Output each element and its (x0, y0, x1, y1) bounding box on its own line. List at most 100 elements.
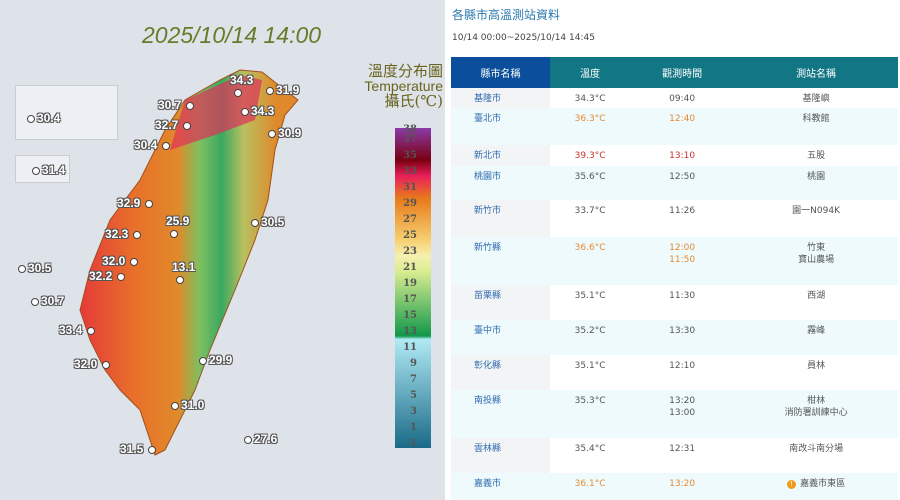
time-range: 10/14 00:00~2025/10/14 14:45 (452, 33, 595, 43)
legend-title: 溫度分布圖 Temperature 攝氏(℃) (345, 64, 443, 109)
temp-value: 36.3°C (574, 114, 606, 124)
station-marker (251, 219, 259, 227)
legend-tick: 15 (403, 310, 417, 321)
station-temp-label: 32.2 (89, 269, 113, 283)
legend-tick: 25 (403, 230, 417, 241)
county-link[interactable]: 桃園市 (474, 172, 502, 182)
station-name: 基隆嶼 (802, 94, 830, 104)
station-marker (87, 327, 95, 335)
table-row: 南投縣 35.3°C 13:20 13:00 柑林 消防署訓練中心 (451, 390, 898, 438)
station-temp-label: 32.3 (105, 227, 129, 241)
station-marker (102, 361, 110, 369)
legend-tick: 21 (403, 262, 417, 273)
temp-value: 35.1°C (574, 361, 606, 371)
station-name: 五股 (807, 151, 826, 161)
station-name: 嘉義市東區 (800, 479, 846, 489)
legend-title-zh: 溫度分布圖 (367, 62, 443, 80)
station-marker (162, 142, 170, 150)
station-temp-label: 31.0 (181, 398, 205, 412)
station-marker (268, 130, 276, 138)
station-name: 園一N094K (792, 206, 840, 216)
table-row: 新北市 39.3°C 13:10 五股 (451, 145, 898, 166)
legend-tick: -1 (405, 438, 417, 449)
obs-time-2: 13:00 (669, 408, 696, 418)
obs-time: 12:00 (669, 243, 696, 253)
obs-time: 13:30 (669, 326, 696, 336)
table-row: 彰化縣 35.1°C 12:10 員林 (451, 355, 898, 390)
legend-tick: 13 (403, 326, 417, 337)
station-temp-label: 34.3 (251, 104, 275, 118)
color-scale-bar (395, 128, 431, 448)
obs-time-2: 11:50 (669, 255, 696, 265)
temp-value: 36.6°C (574, 243, 606, 253)
header-station: 測站名稱 (734, 57, 898, 88)
obs-time: 13:20 (669, 479, 696, 489)
county-link[interactable]: 苗栗縣 (474, 291, 502, 301)
temp-value: 34.3°C (574, 94, 606, 104)
station-temp-label: 30.5 (261, 215, 285, 229)
obs-time: 12:40 (669, 114, 696, 124)
station-temp-label: 30.7 (41, 294, 65, 308)
station-marker (133, 231, 141, 239)
station-name: 柑林 (807, 396, 826, 406)
station-temp-label: 32.9 (117, 196, 141, 210)
map-timestamp: 2025/10/14 14:00 (142, 22, 322, 48)
county-link[interactable]: 南投縣 (474, 396, 502, 406)
station-marker (176, 276, 184, 284)
station-marker (199, 357, 207, 365)
legend-tick: 38 (403, 124, 417, 135)
station-temp-label: 27.6 (254, 432, 278, 446)
legend-tick: 9 (410, 358, 417, 369)
station-marker (130, 258, 138, 266)
station-name: 員林 (807, 361, 826, 371)
obs-time: 13:10 (669, 151, 696, 161)
legend-tick: 29 (403, 198, 417, 209)
legend-tick: 5 (410, 390, 417, 401)
station-marker (244, 436, 252, 444)
county-link[interactable]: 新竹縣 (474, 243, 502, 253)
warning-icon: ! (787, 480, 797, 489)
station-name: 科教館 (802, 114, 830, 124)
station-name: 霧峰 (807, 326, 826, 336)
station-marker (148, 446, 156, 454)
temp-value: 35.2°C (574, 326, 606, 336)
station-name: 桃園 (807, 172, 826, 182)
station-temp-label: 34.3 (230, 73, 254, 87)
county-link[interactable]: 嘉義市 (474, 479, 502, 489)
table-row: 苗栗縣 35.1°C 11:30 西湖 (451, 285, 898, 320)
county-link[interactable]: 雲林縣 (474, 444, 502, 454)
station-name: 西湖 (807, 291, 826, 301)
station-temp-label: 30.4 (134, 138, 158, 152)
county-link[interactable]: 新竹市 (474, 206, 502, 216)
station-marker (171, 402, 179, 410)
county-link[interactable]: 臺北市 (474, 114, 502, 124)
county-link[interactable]: 彰化縣 (474, 361, 502, 371)
station-name: 竹東 (807, 243, 826, 253)
high-temp-table: 縣市名稱 溫度 觀測時間 測站名稱 基隆市 34.3°C 09:40 基隆嶼 臺北… (451, 57, 898, 500)
taiwan-map-graphic (79, 69, 431, 456)
panel-title: 各縣市高溫測站資料 (452, 8, 561, 22)
station-marker (117, 273, 125, 281)
temp-value: 35.3°C (574, 396, 606, 406)
legend-unit: 攝氏(℃) (384, 92, 443, 110)
county-link[interactable]: 新北市 (474, 151, 502, 161)
legend-tick: 27 (403, 214, 417, 225)
legend-tick: 31 (403, 182, 417, 193)
obs-time: 09:40 (669, 94, 696, 104)
temp-value: 35.4°C (574, 444, 606, 454)
station-temp-label: 32.0 (102, 254, 126, 268)
table-row: 臺北市 36.3°C 12:40 科教館 (451, 108, 898, 145)
table-row: 新竹市 33.7°C 11:26 園一N094K (451, 200, 898, 237)
table-row: 基隆市 34.3°C 09:40 基隆嶼 (451, 88, 898, 108)
station-marker (32, 167, 40, 175)
table-row: 新竹縣 36.6°C 12:00 11:50 竹東 寶山農場 (451, 237, 898, 285)
station-temp-label: 13.1 (172, 260, 196, 274)
legend-tick: 3 (410, 406, 417, 417)
legend-tick: 11 (403, 342, 417, 353)
county-link[interactable]: 臺中市 (474, 326, 502, 336)
county-link[interactable]: 基隆市 (474, 94, 502, 104)
station-marker (31, 298, 39, 306)
station-temp-label: 30.7 (158, 98, 182, 112)
legend-tick: 23 (403, 246, 417, 257)
table-row: 嘉義市 36.1°C 13:20 ! 嘉義市東區 (451, 473, 898, 500)
